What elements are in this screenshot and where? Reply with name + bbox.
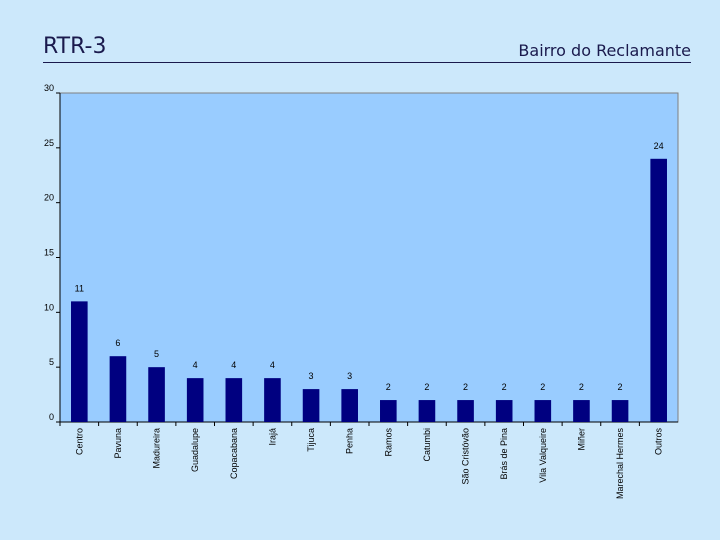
x-tick-label: Tijuca bbox=[306, 428, 316, 452]
bar bbox=[380, 400, 397, 422]
data-label: 2 bbox=[502, 382, 507, 392]
bar bbox=[495, 400, 513, 422]
bar bbox=[264, 378, 281, 422]
x-tick-label: Pavuna bbox=[113, 428, 123, 459]
x-tick-label: Madureira bbox=[152, 428, 162, 469]
y-tick-label: 15 bbox=[44, 248, 54, 258]
bar bbox=[650, 158, 667, 423]
y-tick-label: 0 bbox=[49, 412, 54, 422]
data-label: 2 bbox=[540, 382, 545, 392]
data-label: 6 bbox=[115, 338, 120, 348]
data-label: 2 bbox=[463, 382, 468, 392]
y-tick-label: 10 bbox=[44, 302, 54, 312]
x-tick-label: Brás de Pina bbox=[499, 428, 509, 480]
data-label: 11 bbox=[75, 283, 84, 293]
bar bbox=[457, 400, 474, 422]
data-label: 4 bbox=[193, 360, 198, 370]
data-label: 2 bbox=[579, 382, 584, 392]
data-label: 4 bbox=[270, 360, 275, 370]
y-tick-label: 5 bbox=[49, 357, 54, 367]
bar bbox=[186, 378, 204, 422]
data-label: 3 bbox=[309, 371, 314, 381]
bar bbox=[341, 389, 358, 422]
data-label: 4 bbox=[231, 360, 236, 370]
data-label: 2 bbox=[618, 382, 623, 392]
data-label: 2 bbox=[386, 382, 391, 392]
data-label: 24 bbox=[654, 141, 664, 151]
bar bbox=[302, 389, 320, 422]
bar bbox=[573, 400, 590, 422]
bar bbox=[109, 356, 127, 422]
header-divider bbox=[43, 62, 691, 63]
x-tick-label: Vila Valqueire bbox=[538, 428, 548, 483]
x-tick-label: Irajá bbox=[267, 428, 277, 446]
bar bbox=[148, 367, 165, 422]
data-label: 2 bbox=[424, 382, 429, 392]
data-label: 3 bbox=[347, 371, 352, 381]
bar bbox=[71, 301, 88, 422]
x-tick-label: Catumbi bbox=[422, 428, 432, 462]
slide-subtitle: Bairro do Reclamante bbox=[518, 41, 691, 60]
x-tick-label: Ramos bbox=[383, 428, 393, 457]
data-label: 5 bbox=[154, 349, 159, 359]
x-tick-label: Guadalupe bbox=[190, 428, 200, 472]
bar bbox=[225, 378, 243, 422]
x-tick-label: Centro bbox=[74, 428, 84, 455]
y-tick-label: 30 bbox=[44, 83, 54, 93]
bar bbox=[418, 400, 436, 422]
bar bbox=[534, 400, 552, 422]
y-tick-label: 25 bbox=[44, 138, 54, 148]
x-tick-label: Miñer bbox=[576, 428, 586, 451]
x-tick-label: Penha bbox=[345, 428, 355, 454]
y-tick-label: 20 bbox=[44, 193, 54, 203]
slide-title: RTR-3 bbox=[43, 34, 107, 59]
x-tick-label: Copacabana bbox=[229, 428, 239, 479]
x-tick-label: Outros bbox=[654, 428, 664, 456]
bar bbox=[611, 400, 629, 422]
x-tick-label: Marechal Hermes bbox=[615, 428, 625, 500]
slide-header: RTR-3 Bairro do Reclamante bbox=[0, 0, 720, 70]
x-tick-label: São Cristóvão bbox=[461, 428, 471, 485]
